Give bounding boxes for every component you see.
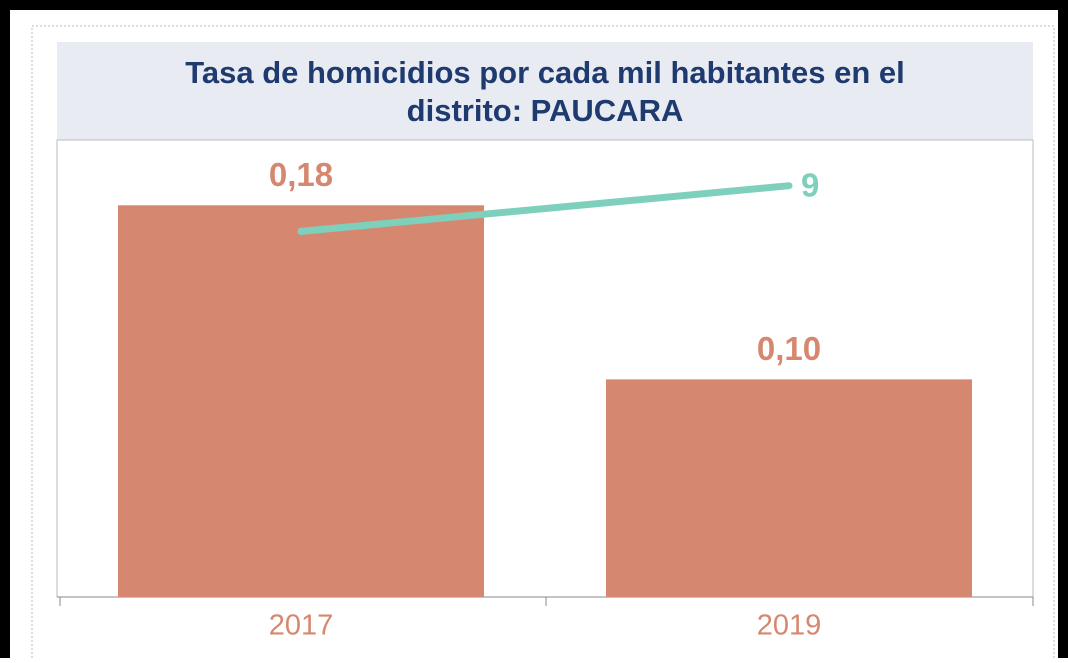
x-tick-label: 2019 [757, 610, 822, 642]
title-box [57, 42, 1033, 140]
chart-title: Tasa de homicidios por cada mil habitant… [185, 55, 905, 128]
data-label: 9 [801, 166, 819, 203]
bar [118, 205, 484, 598]
line [297, 182, 793, 235]
inner-frame [31, 25, 1055, 663]
x-tick-label: 2017 [269, 610, 334, 642]
bar [606, 379, 972, 597]
data-label: 0,10 [757, 330, 821, 367]
data-label: 0,18 [269, 156, 333, 193]
